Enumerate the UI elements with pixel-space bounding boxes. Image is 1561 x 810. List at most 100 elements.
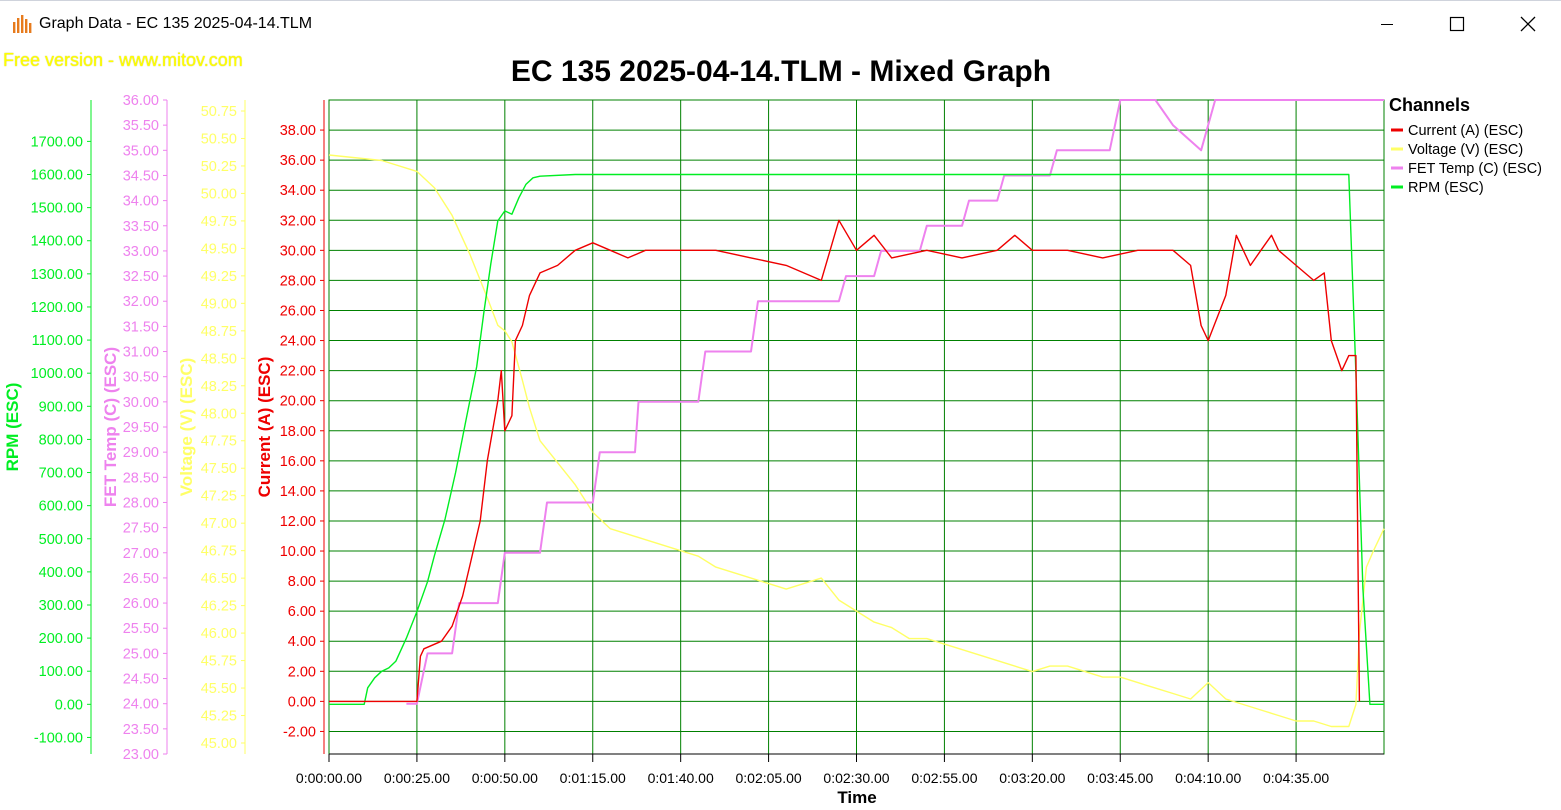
x-axis-title: Time bbox=[837, 788, 876, 807]
rpm-tick-label: 1200.00 bbox=[31, 300, 83, 316]
voltage-tick-label: 45.00 bbox=[201, 736, 237, 752]
current-tick-label: -2.00 bbox=[283, 724, 316, 740]
x-tick-label: 0:00:25.00 bbox=[384, 770, 450, 786]
voltage-tick-label: 46.75 bbox=[201, 544, 237, 560]
voltage-tick-label: 49.25 bbox=[201, 269, 237, 285]
rpm-tick-label: 400.00 bbox=[39, 565, 83, 581]
current-axis-title: Current (A) (ESC) bbox=[255, 357, 274, 498]
x-tick-label: 0:02:55.00 bbox=[911, 770, 977, 786]
voltage-tick-label: 47.00 bbox=[201, 516, 237, 532]
voltage-tick-label: 46.25 bbox=[201, 599, 237, 615]
x-tick-label: 0:04:35.00 bbox=[1263, 770, 1329, 786]
x-tick-label: 0:00:50.00 bbox=[472, 770, 538, 786]
fet-temp-tick-label: 24.50 bbox=[123, 672, 159, 688]
fet-temp-tick-label: 25.50 bbox=[123, 621, 159, 637]
window-titlebar: Graph Data - EC 135 2025-04-14.TLM bbox=[0, 0, 1561, 50]
fet-temp-tick-label: 36.00 bbox=[123, 93, 159, 109]
voltage-tick-label: 50.75 bbox=[201, 104, 237, 120]
fet-temp-tick-label: 28.00 bbox=[123, 495, 159, 511]
fet-temp-tick-label: 31.50 bbox=[123, 319, 159, 335]
voltage-tick-label: 48.50 bbox=[201, 351, 237, 367]
rpm-tick-label: 1400.00 bbox=[31, 234, 83, 250]
rpm-tick-label: 1000.00 bbox=[31, 366, 83, 382]
x-tick-label: 0:02:30.00 bbox=[823, 770, 889, 786]
rpm-tick-label: 1100.00 bbox=[32, 333, 83, 349]
legend-label-current: Current (A) (ESC) bbox=[1408, 123, 1523, 139]
fet-temp-tick-label: 33.00 bbox=[123, 244, 159, 260]
rpm-tick-label: 0.00 bbox=[55, 697, 83, 713]
rpm-tick-label: 900.00 bbox=[39, 399, 83, 415]
rpm-tick-label: 1600.00 bbox=[31, 168, 83, 184]
fet-temp-tick-label: 28.50 bbox=[123, 470, 159, 486]
fet-temp-tick-label: 26.50 bbox=[123, 571, 159, 587]
current-tick-label: 8.00 bbox=[288, 574, 316, 590]
voltage-tick-label: 45.50 bbox=[201, 681, 237, 697]
fet-temp-tick-label: 34.50 bbox=[123, 168, 159, 184]
current-tick-label: 30.00 bbox=[280, 243, 316, 259]
maximize-icon bbox=[1449, 16, 1465, 32]
fet-temp-tick-label: 32.50 bbox=[123, 269, 159, 285]
current-tick-label: 14.00 bbox=[280, 484, 316, 500]
x-tick-label: 0:04:10.00 bbox=[1175, 770, 1241, 786]
rpm-tick-label: 800.00 bbox=[39, 432, 83, 448]
rpm-tick-label: 1500.00 bbox=[31, 201, 83, 217]
fet-temp-tick-label: 33.50 bbox=[123, 219, 159, 235]
app-chart-icon bbox=[13, 15, 32, 33]
current-tick-label: 32.00 bbox=[280, 213, 316, 229]
rpm-tick-label: 700.00 bbox=[39, 466, 83, 482]
legend-title: Channels bbox=[1389, 95, 1470, 115]
legend-label-voltage: Voltage (V) (ESC) bbox=[1408, 142, 1523, 158]
maximize-button[interactable] bbox=[1434, 6, 1480, 42]
current-tick-label: 34.00 bbox=[280, 183, 316, 199]
current-tick-label: 0.00 bbox=[288, 694, 316, 710]
current-tick-label: 4.00 bbox=[288, 634, 316, 650]
voltage-tick-label: 47.75 bbox=[201, 434, 237, 450]
voltage-tick-label: 48.25 bbox=[201, 379, 237, 395]
fet-temp-tick-label: 27.00 bbox=[123, 546, 159, 562]
fet-temp-tick-label: 27.50 bbox=[123, 521, 159, 537]
current-tick-label: 2.00 bbox=[288, 664, 316, 680]
current-tick-label: 16.00 bbox=[280, 454, 316, 470]
fet-temp-tick-label: 24.00 bbox=[123, 697, 159, 713]
current-tick-label: 38.00 bbox=[280, 123, 316, 139]
voltage-axis-title: Voltage (V) (ESC) bbox=[177, 358, 196, 497]
fet-temp-tick-label: 25.00 bbox=[123, 646, 159, 662]
voltage-tick-label: 45.25 bbox=[201, 709, 237, 725]
series-line-fet-temp bbox=[406, 99, 1384, 705]
window-top-border bbox=[0, 0, 1561, 1]
rpm-tick-label: 300.00 bbox=[39, 598, 83, 614]
current-tick-label: 18.00 bbox=[280, 424, 316, 440]
legend-label-rpm: RPM (ESC) bbox=[1408, 180, 1484, 196]
x-tick-label: 0:01:15.00 bbox=[560, 770, 626, 786]
rpm-tick-label: 500.00 bbox=[39, 532, 83, 548]
rpm-tick-label: 1300.00 bbox=[31, 267, 83, 283]
current-tick-label: 20.00 bbox=[280, 394, 316, 410]
voltage-tick-label: 50.50 bbox=[201, 131, 237, 147]
fet-temp-tick-label: 26.00 bbox=[123, 596, 159, 612]
fet-temp-tick-label: 29.00 bbox=[123, 445, 159, 461]
fet-temp-tick-label: 30.50 bbox=[123, 370, 159, 386]
voltage-tick-label: 50.25 bbox=[201, 159, 237, 175]
x-tick-label: 0:00:00.00 bbox=[296, 770, 362, 786]
voltage-tick-label: 46.50 bbox=[201, 571, 237, 587]
series-line-rpm bbox=[329, 173, 1384, 705]
voltage-tick-label: 50.00 bbox=[201, 186, 237, 202]
current-tick-label: 12.00 bbox=[280, 514, 316, 530]
fet-temp-axis-title: FET Temp (C) (ESC) bbox=[101, 347, 120, 507]
free-version-watermark[interactable]: Free version - www.mitov.com bbox=[3, 50, 243, 70]
fet-temp-tick-label: 23.00 bbox=[123, 747, 159, 763]
x-tick-label: 0:01:40.00 bbox=[648, 770, 714, 786]
x-tick-label: 0:02:05.00 bbox=[735, 770, 801, 786]
fet-temp-tick-label: 35.00 bbox=[123, 143, 159, 159]
close-button[interactable] bbox=[1505, 6, 1551, 42]
fet-temp-tick-label: 35.50 bbox=[123, 118, 159, 134]
minimize-button[interactable] bbox=[1364, 6, 1410, 42]
current-tick-label: 28.00 bbox=[280, 273, 316, 289]
window-title: Graph Data - EC 135 2025-04-14.TLM bbox=[39, 15, 313, 32]
series-line-voltage bbox=[328, 154, 1385, 728]
voltage-tick-label: 48.00 bbox=[201, 406, 237, 422]
series-line-current bbox=[329, 219, 1361, 703]
fet-temp-tick-label: 30.00 bbox=[123, 395, 159, 411]
legend-label-fet-temp: FET Temp (C) (ESC) bbox=[1408, 161, 1542, 177]
